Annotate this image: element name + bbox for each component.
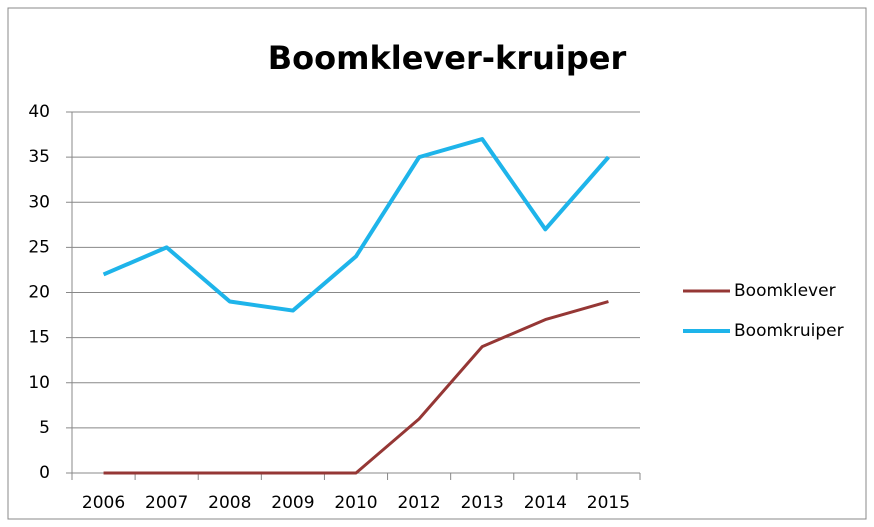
x-tick-label: 2013 bbox=[461, 493, 504, 513]
x-tick-label: 2008 bbox=[208, 493, 251, 513]
x-tick-label: 2006 bbox=[82, 493, 125, 513]
legend-label: Boomkruiper bbox=[734, 321, 844, 341]
x-tick-label: 2009 bbox=[271, 493, 314, 513]
x-tick-label: 2007 bbox=[145, 493, 188, 513]
legend-label: Boomklever bbox=[734, 281, 836, 301]
chart-border bbox=[7, 7, 867, 520]
y-tick-label: 10 bbox=[28, 373, 50, 393]
y-tick-label: 15 bbox=[28, 328, 50, 348]
y-tick-label: 35 bbox=[28, 147, 50, 167]
y-tick-label: 40 bbox=[28, 102, 50, 122]
y-tick-label: 30 bbox=[28, 192, 50, 212]
y-tick-label: 0 bbox=[39, 463, 50, 483]
y-tick-label: 5 bbox=[39, 418, 50, 438]
series-line bbox=[103, 300, 609, 475]
y-tick-label: 25 bbox=[28, 237, 50, 257]
x-tick-label: 2015 bbox=[587, 493, 630, 513]
y-tick-label: 20 bbox=[28, 283, 50, 303]
x-tick-label: 2012 bbox=[397, 493, 440, 513]
series-line bbox=[102, 137, 610, 313]
chart-title: Boomklever-kruiper bbox=[268, 39, 627, 77]
x-tick-label: 2014 bbox=[524, 493, 567, 513]
x-tick-label: 2010 bbox=[334, 493, 377, 513]
